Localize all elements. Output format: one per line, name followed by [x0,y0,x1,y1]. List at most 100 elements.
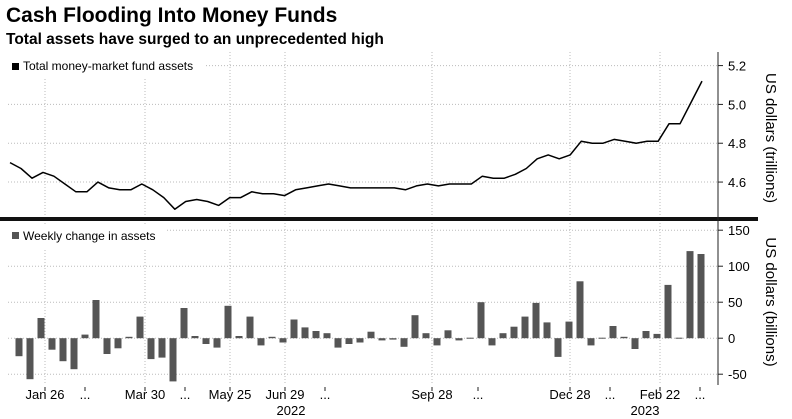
bar [532,302,540,339]
bar [70,338,78,370]
y-tick-label: 50 [728,295,742,310]
line-point [185,201,186,202]
bar [92,300,100,339]
bar [411,315,419,339]
line-point [20,168,21,169]
line-point [350,187,351,188]
y-tick-label: 150 [728,223,750,238]
bar [356,338,364,343]
line-point [251,191,252,192]
line-point [537,158,538,159]
line-point [75,191,76,192]
line-point [141,183,142,184]
line-point [658,141,659,142]
bar [455,338,463,341]
bar [224,305,232,339]
bar [620,336,628,339]
x-tick-label: ... [605,387,616,402]
legend-swatch-bar [8,224,166,248]
bar [598,337,606,339]
bar [433,338,441,346]
bar [554,338,562,357]
line-point [152,189,153,190]
line-point [625,141,626,142]
x-tick-label: ... [80,387,91,402]
x-tick-label: Dec 28 [549,387,590,402]
bar [147,338,155,360]
bar [477,302,485,339]
line-point [427,183,428,184]
line-point [372,187,373,188]
line-point [460,183,461,184]
legend-marker-line [12,63,19,70]
line-point [295,189,296,190]
bar [576,281,584,339]
line-point [701,81,702,82]
line-point [53,176,54,177]
bar [422,333,430,339]
x-year-label: 2023 [631,403,660,418]
x-year-label: 2022 [277,403,306,418]
line-point [108,187,109,188]
bar [323,333,331,339]
line-point [262,193,263,194]
line-point [690,102,691,103]
bar [202,338,210,344]
legend-label-total-assets: Total money-market fund assets [23,59,193,73]
y-tick-label: 0 [728,331,735,346]
line-point [86,191,87,192]
line-point [361,187,362,188]
x-tick-label: May 25 [209,387,252,402]
bar [312,331,320,339]
bar [114,338,122,349]
line-point [647,141,648,142]
line-point [64,183,65,184]
bar [521,316,529,339]
bar [488,338,496,346]
line-point [548,154,549,155]
bar [389,338,397,340]
line-point [438,185,439,186]
bar [81,334,89,339]
series-line-total-assets [9,80,703,210]
x-tick-label: Jan 26 [25,387,64,402]
bar [653,333,661,339]
line-point [196,199,197,200]
bar [499,333,507,339]
line-point [31,178,32,179]
bar [466,337,474,339]
line-point [636,143,637,144]
line-point [603,143,604,144]
bar [301,327,309,339]
line-point [504,178,505,179]
chart-title: Cash Flooding Into Money Funds [6,4,338,27]
line-point [515,174,516,175]
line-point [383,187,384,188]
legend-label-weekly-change: Weekly change in assets [23,229,156,243]
line-point [592,143,593,144]
line-point [42,172,43,173]
bar [290,319,298,339]
line-point [284,195,285,196]
line-point [130,189,131,190]
bar [510,326,518,339]
y-tick-label: 4.8 [728,136,746,151]
bar [59,338,67,362]
x-tick-labels: Jan 26... Mar 30... May 25 Jun 29... Sep 28.… [25,387,705,418]
x-tick-label: Jun 29 [265,387,304,402]
bar [675,337,683,339]
bar [48,338,56,350]
line-point [526,168,527,169]
line-point [207,201,208,202]
line-point [317,185,318,186]
x-tick-label: ... [320,387,331,402]
line-point [405,189,406,190]
chart-subtitle: Total assets have surged to an unprecede… [6,31,384,48]
bar [26,338,34,380]
y-tick-label: 100 [728,259,750,274]
bar [180,308,188,339]
line-point [471,183,472,184]
bar [543,322,551,339]
line-point [668,123,669,124]
